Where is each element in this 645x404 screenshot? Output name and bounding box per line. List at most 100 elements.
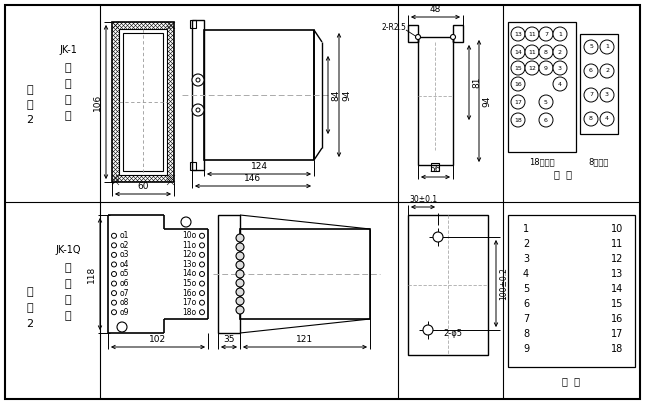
Text: 板: 板 xyxy=(64,263,72,273)
Circle shape xyxy=(600,40,614,54)
Text: 18o: 18o xyxy=(182,308,196,317)
Text: 7: 7 xyxy=(544,32,548,36)
Text: 121: 121 xyxy=(297,335,313,344)
Text: 6: 6 xyxy=(589,69,593,74)
Text: 10: 10 xyxy=(611,224,623,234)
Bar xyxy=(508,215,635,367)
Text: 8: 8 xyxy=(589,116,593,122)
Text: 13o: 13o xyxy=(182,260,196,269)
Bar xyxy=(408,25,418,42)
Text: 4: 4 xyxy=(605,116,609,122)
Text: 18: 18 xyxy=(514,118,522,122)
Text: 6: 6 xyxy=(544,118,548,122)
Circle shape xyxy=(236,288,244,296)
Circle shape xyxy=(236,270,244,278)
Circle shape xyxy=(539,113,553,127)
Text: 81: 81 xyxy=(472,77,481,88)
Text: 图: 图 xyxy=(26,303,34,313)
Text: 线: 线 xyxy=(64,311,72,321)
Circle shape xyxy=(236,252,244,260)
Text: o1: o1 xyxy=(120,231,130,240)
Text: o5: o5 xyxy=(120,269,130,278)
Text: 30±0.1: 30±0.1 xyxy=(409,195,437,204)
Text: 14: 14 xyxy=(611,284,623,294)
Text: 5: 5 xyxy=(523,284,529,294)
Text: 56: 56 xyxy=(430,165,441,174)
Bar xyxy=(580,34,618,134)
Text: 14o: 14o xyxy=(182,269,196,278)
Text: 15: 15 xyxy=(514,65,522,71)
Text: 1: 1 xyxy=(558,32,562,36)
Circle shape xyxy=(236,279,244,287)
Text: 84: 84 xyxy=(331,89,340,101)
Text: 3: 3 xyxy=(605,93,609,97)
Text: 60: 60 xyxy=(137,182,149,191)
Circle shape xyxy=(112,252,117,257)
Text: 线: 线 xyxy=(64,111,72,121)
Text: 附: 附 xyxy=(26,85,34,95)
Text: 9: 9 xyxy=(544,65,548,71)
Text: 18: 18 xyxy=(611,344,623,354)
Circle shape xyxy=(525,27,539,41)
Text: 前: 前 xyxy=(64,279,72,289)
Circle shape xyxy=(112,262,117,267)
Circle shape xyxy=(112,300,117,305)
Circle shape xyxy=(511,95,525,109)
Text: 2: 2 xyxy=(26,115,34,125)
Circle shape xyxy=(196,78,200,82)
Text: 图: 图 xyxy=(26,100,34,110)
Text: 2: 2 xyxy=(523,239,529,249)
Text: 7: 7 xyxy=(523,314,529,324)
Text: 8点端子: 8点端子 xyxy=(589,158,609,166)
Circle shape xyxy=(199,262,204,267)
Text: 后: 后 xyxy=(64,79,72,89)
Text: 背  视: 背 视 xyxy=(554,169,572,179)
Text: 16o: 16o xyxy=(182,288,196,298)
Text: 16: 16 xyxy=(514,82,522,86)
Text: 11: 11 xyxy=(528,32,536,36)
Text: 1: 1 xyxy=(605,44,609,50)
Text: 11: 11 xyxy=(528,50,536,55)
Circle shape xyxy=(511,113,525,127)
Text: 2: 2 xyxy=(605,69,609,74)
Circle shape xyxy=(236,297,244,305)
Text: 4: 4 xyxy=(558,82,562,86)
Circle shape xyxy=(196,108,200,112)
Bar xyxy=(112,22,174,182)
Bar xyxy=(192,20,204,170)
Text: o9: o9 xyxy=(120,308,130,317)
Text: 2-φ5: 2-φ5 xyxy=(443,330,462,339)
Text: 2: 2 xyxy=(26,319,34,329)
Bar xyxy=(119,29,167,175)
Text: 35: 35 xyxy=(223,335,235,344)
Bar xyxy=(508,22,576,152)
Circle shape xyxy=(415,34,421,40)
Text: 118: 118 xyxy=(87,265,96,283)
Text: 12: 12 xyxy=(528,65,536,71)
Circle shape xyxy=(112,310,117,315)
Text: 15: 15 xyxy=(611,299,623,309)
Circle shape xyxy=(584,64,598,78)
Circle shape xyxy=(192,104,204,116)
Circle shape xyxy=(181,217,191,227)
Bar xyxy=(204,30,314,160)
Circle shape xyxy=(525,45,539,59)
Text: o4: o4 xyxy=(120,260,130,269)
Text: 6: 6 xyxy=(523,299,529,309)
Bar xyxy=(123,33,163,171)
Text: 8: 8 xyxy=(544,50,548,55)
Circle shape xyxy=(112,281,117,286)
Circle shape xyxy=(600,64,614,78)
Circle shape xyxy=(600,112,614,126)
Circle shape xyxy=(584,88,598,102)
Circle shape xyxy=(433,232,443,242)
Bar xyxy=(453,25,463,42)
Text: o8: o8 xyxy=(120,298,130,307)
Text: 14: 14 xyxy=(514,50,522,55)
Text: 102: 102 xyxy=(150,335,166,344)
Bar xyxy=(190,20,196,28)
Text: 124: 124 xyxy=(250,162,268,171)
Text: 3: 3 xyxy=(558,65,562,71)
Circle shape xyxy=(199,290,204,296)
Circle shape xyxy=(525,61,539,75)
